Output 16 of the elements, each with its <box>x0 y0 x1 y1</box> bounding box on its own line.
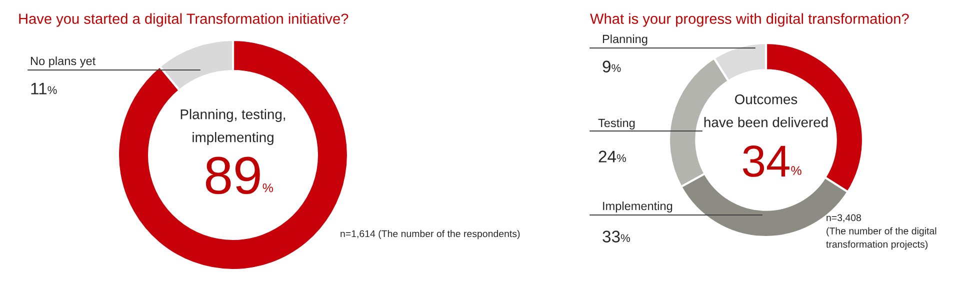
slice-label: Planning <box>602 34 648 46</box>
data-label: 89% <box>206 156 274 194</box>
slice-label: No plans yet <box>30 56 96 68</box>
slice-label: Testing <box>598 118 635 130</box>
data-label: 34% <box>742 145 802 177</box>
data-label: 9% <box>602 60 621 72</box>
slice-label: Outcomes have been delivered <box>704 94 828 128</box>
slice-label: Planning, testing, implementing <box>180 109 286 145</box>
text: n=3,408 (The number of the digital transformation projects) <box>826 214 936 250</box>
chart-title: Have you started a digital Transformation initiative? <box>19 13 348 27</box>
chart-title: What is your progress with digital transformation? <box>590 13 909 27</box>
data-label: 11% <box>31 82 57 94</box>
data-label: 33% <box>602 230 630 242</box>
text: n=1,614 (The number of the respondents) <box>340 230 520 240</box>
slice-label: Implementing <box>603 201 672 213</box>
data-label: 24% <box>598 150 626 162</box>
